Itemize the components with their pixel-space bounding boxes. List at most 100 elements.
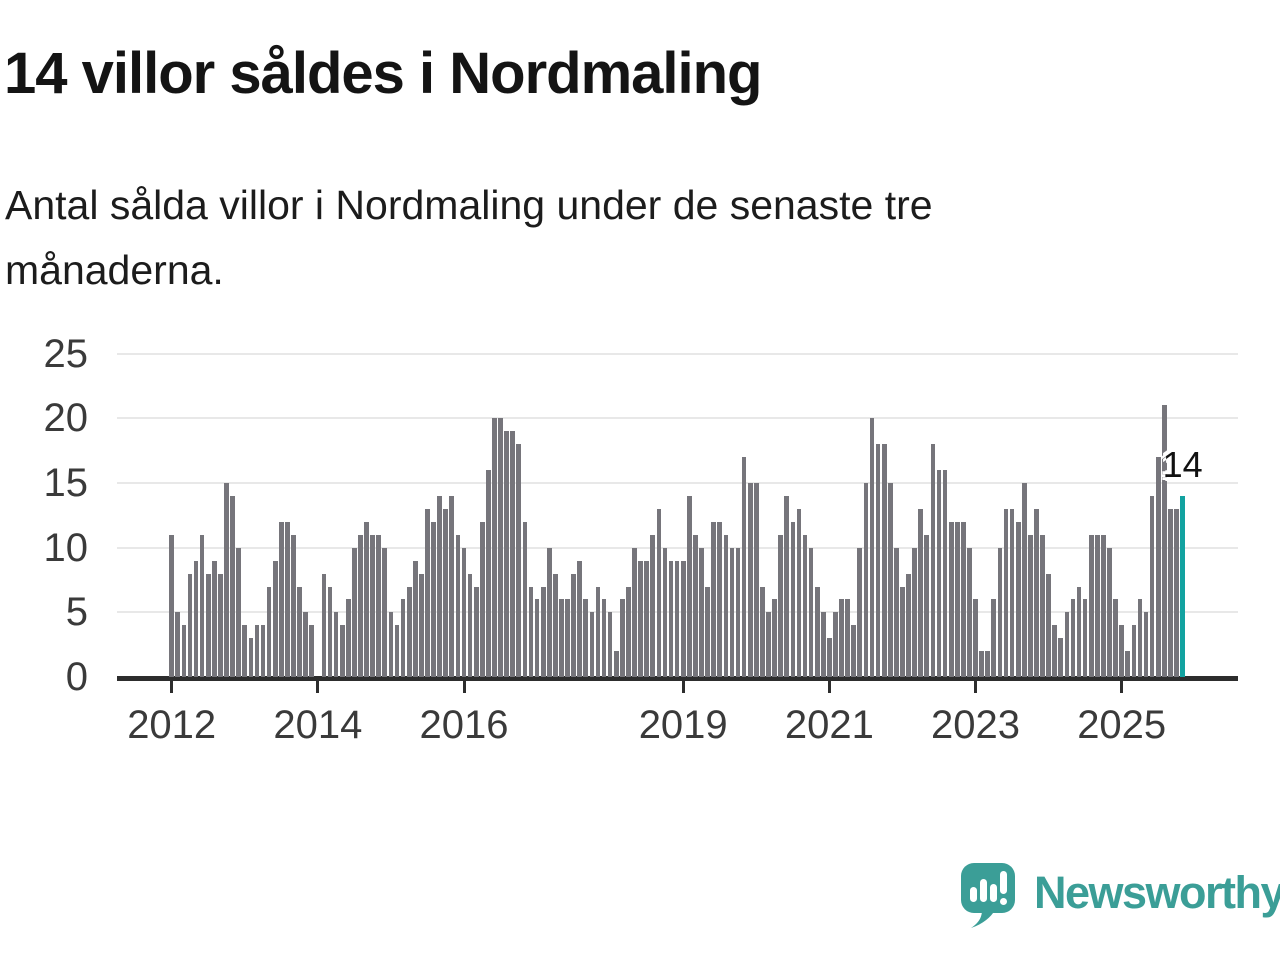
- y-axis-label: 5: [65, 590, 88, 635]
- bar: [224, 483, 229, 677]
- bar: [504, 431, 509, 677]
- x-axis-tick: [316, 681, 320, 693]
- bar: [272, 560, 278, 677]
- bar: [869, 418, 875, 677]
- gridline: [117, 546, 1238, 549]
- bar: [205, 573, 211, 677]
- bar: [979, 651, 984, 677]
- bar: [589, 612, 595, 677]
- gridline: [117, 482, 1238, 484]
- bar: [851, 625, 857, 677]
- y-axis-label: 20: [43, 396, 89, 441]
- page-title: 14 villor såldes i Nordmaling: [4, 41, 762, 106]
- bar: [845, 599, 850, 677]
- bar: [479, 521, 485, 677]
- bar: [796, 508, 802, 677]
- bar: [540, 586, 546, 677]
- bar: [936, 470, 942, 677]
- bar: [528, 586, 534, 677]
- bar: [486, 470, 491, 677]
- y-axis-label: 0: [65, 655, 88, 699]
- bar: [875, 444, 881, 677]
- x-axis-tick: [827, 681, 831, 693]
- bar: [833, 612, 838, 677]
- bar: [291, 534, 296, 677]
- bar: [778, 534, 783, 677]
- bar: [997, 547, 1003, 677]
- bar: [1046, 573, 1051, 677]
- bar: [674, 560, 680, 677]
- bar: [1143, 612, 1149, 677]
- bar: [1155, 457, 1161, 677]
- bar: [1113, 599, 1118, 677]
- bar: [699, 547, 704, 677]
- bar: [492, 418, 497, 677]
- bar: [1076, 586, 1082, 677]
- bar: [918, 508, 924, 677]
- bar: [1088, 534, 1094, 677]
- x-axis-tick: [681, 681, 685, 693]
- bar: [400, 599, 406, 677]
- bar: [912, 547, 917, 677]
- bar: [973, 599, 978, 677]
- bar: [1131, 625, 1137, 677]
- bar: [711, 521, 717, 677]
- bar: [437, 496, 442, 677]
- bar: [626, 586, 631, 677]
- bar: [1021, 483, 1027, 677]
- bar: [1003, 508, 1009, 677]
- bar: [230, 496, 235, 677]
- bar: [820, 612, 826, 677]
- bar: [662, 547, 668, 677]
- x-axis-label: 2021: [784, 703, 874, 747]
- bar: [595, 586, 601, 677]
- bar: [498, 418, 503, 677]
- x-axis-label: 2014: [273, 703, 363, 747]
- bar: [559, 599, 564, 677]
- x-axis-label: 2019: [638, 703, 728, 747]
- x-axis-tick: [1120, 681, 1124, 693]
- bar: [455, 534, 461, 677]
- bar: [266, 586, 272, 677]
- bar: [364, 521, 369, 677]
- bar: [303, 612, 308, 677]
- highlighted-bar: [1180, 496, 1185, 677]
- bar: [942, 470, 948, 677]
- bar: [760, 586, 765, 677]
- bar: [358, 534, 363, 677]
- x-axis-tick: [462, 681, 466, 693]
- bar: [808, 547, 814, 677]
- bar: [175, 612, 181, 677]
- chart-subtitle-line-1: Antal sålda villor i Nordmaling under de…: [5, 182, 933, 228]
- bar: [1064, 612, 1070, 677]
- bar: [784, 496, 790, 677]
- bar: [236, 547, 242, 677]
- bar: [735, 547, 741, 677]
- bar: [1070, 599, 1076, 677]
- bar: [1168, 508, 1173, 677]
- bar: [522, 521, 528, 677]
- bar: [388, 612, 394, 677]
- bar: [802, 534, 808, 677]
- bar: [839, 599, 844, 677]
- x-axis-tick: [170, 681, 174, 693]
- bar: [668, 560, 674, 677]
- bar: [723, 534, 729, 677]
- bar: [924, 534, 930, 677]
- bar: [565, 599, 570, 677]
- bar: [729, 547, 735, 677]
- bar: [753, 483, 759, 677]
- bar: [1174, 508, 1179, 677]
- newsworthy-logo-icon: [961, 863, 1015, 928]
- bar: [546, 547, 552, 677]
- bar: [461, 547, 467, 677]
- bar: [887, 483, 893, 677]
- bar: [1137, 599, 1143, 677]
- bar: [686, 496, 692, 677]
- bar: [1125, 651, 1131, 677]
- bar: [985, 651, 991, 677]
- bar: [991, 599, 997, 677]
- bar: [1052, 625, 1058, 677]
- bar: [790, 521, 796, 677]
- x-axis-label: 2016: [419, 703, 509, 747]
